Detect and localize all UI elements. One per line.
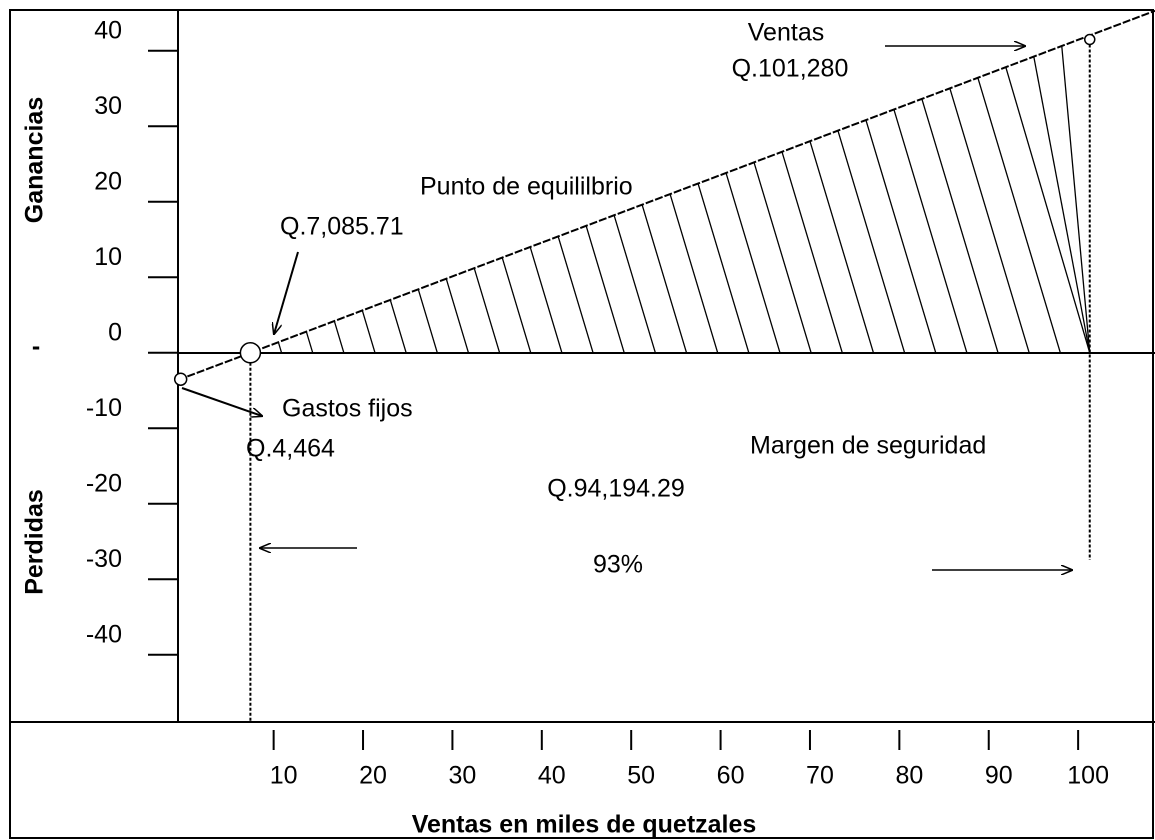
- annotation: Ventas: [748, 19, 824, 47]
- annotation: 93%: [593, 551, 643, 579]
- hatch: [1033, 56, 1091, 353]
- hatch: [361, 310, 376, 353]
- point-marker: [173, 372, 188, 386]
- y-label: Ganancias: [21, 97, 49, 223]
- hatch: [1005, 66, 1091, 353]
- hatch: [865, 119, 937, 353]
- y-tick-label: -40: [86, 620, 122, 648]
- x-tick-label: 60: [717, 762, 745, 790]
- hatch: [669, 193, 719, 353]
- hatch: [641, 204, 688, 353]
- hatch: [697, 183, 750, 353]
- hatch: [837, 130, 906, 353]
- annotation: Margen de seguridad: [750, 432, 986, 460]
- hatch: [389, 299, 407, 353]
- y-tick-label: -20: [86, 469, 122, 497]
- y-tick-label: -10: [86, 394, 122, 422]
- hatch: [809, 141, 875, 353]
- hatch: [977, 77, 1061, 353]
- hatch: [445, 278, 470, 353]
- hatch: [949, 88, 1030, 353]
- x-tick-label: 50: [627, 762, 655, 790]
- annotation: Gastos fijos: [282, 395, 413, 423]
- hatch: [277, 342, 283, 353]
- y-tick-label: -30: [86, 545, 122, 573]
- x-label: Ventas en miles de quetzales: [412, 811, 757, 839]
- x-tick-label: 80: [895, 762, 923, 790]
- hatch: [501, 257, 532, 353]
- y-tick-label: 10: [94, 243, 122, 271]
- hatch: [1061, 45, 1091, 353]
- y-tick-label: 0: [108, 318, 122, 346]
- annotation: Q.94,194.29: [547, 475, 685, 503]
- x-tick-label: 70: [806, 762, 834, 790]
- arrow: [274, 251, 299, 334]
- frame: [9, 9, 1154, 839]
- hatch: [417, 289, 438, 353]
- annotation: Q.7,085.71: [280, 213, 404, 241]
- hatch: [585, 225, 625, 353]
- x-tick-label: 20: [359, 762, 387, 790]
- y-tick-label: 30: [94, 92, 122, 120]
- hatch: [613, 215, 656, 353]
- profit-line: [177, 9, 1155, 381]
- y-tick-label: 40: [94, 16, 122, 44]
- x-tick-label: 40: [538, 762, 566, 790]
- y-label: -: [32, 333, 40, 361]
- annotation: Punto de equililbrio: [420, 173, 633, 201]
- point-marker: [1083, 33, 1096, 46]
- x-tick-label: 30: [449, 762, 477, 790]
- annotation: Q.101,280: [732, 55, 849, 83]
- hatch: [557, 236, 594, 353]
- hatch: [781, 151, 843, 353]
- hatch: [921, 98, 999, 353]
- x-tick-label: 10: [270, 762, 298, 790]
- y-label: Perdidas: [21, 489, 49, 595]
- hatch: [893, 109, 968, 353]
- hatch: [529, 246, 563, 353]
- annotation: Q.4,464: [246, 435, 335, 463]
- hatch: [333, 320, 345, 353]
- arrow: [181, 387, 262, 416]
- point-marker: [239, 342, 262, 364]
- hatch: [753, 162, 812, 353]
- x-tick-label: 90: [985, 762, 1013, 790]
- hatch: [473, 267, 501, 353]
- y-tick-label: 20: [94, 167, 122, 195]
- hatch: [725, 172, 781, 353]
- hatch: [305, 331, 314, 353]
- x-tick-label: 100: [1067, 762, 1109, 790]
